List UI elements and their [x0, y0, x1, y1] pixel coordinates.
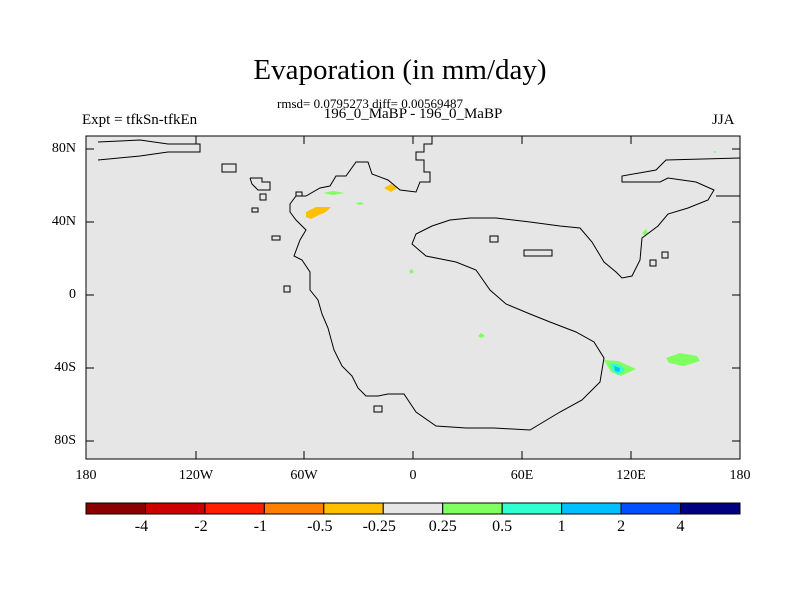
colorbar-box [144, 502, 206, 515]
island-11 [295, 191, 303, 197]
x-tick-label: 0 [409, 468, 417, 483]
y-tick-label: 40S [54, 360, 76, 375]
island-8 [649, 259, 657, 267]
island-2 [251, 207, 259, 213]
colorbar-box [204, 502, 265, 515]
anomaly-patch-north-europe [384, 184, 397, 192]
colorbar-label: -2 [194, 518, 208, 535]
x-tick-label: 60E [510, 468, 534, 483]
island-9 [661, 251, 669, 259]
x-tick-label: 180 [729, 468, 751, 483]
map-background [86, 136, 740, 459]
y-tick-label: 0 [69, 287, 76, 302]
island-7 [523, 249, 553, 257]
island-3 [259, 193, 267, 201]
colorbar-box [85, 502, 146, 515]
coastline-northwest [97, 139, 201, 161]
periods-line: 196_0_MaBP - 196_0_MaBP [323, 106, 503, 122]
experiment-label: Expt = tfkSn-tfkEn [82, 112, 198, 128]
island-5 [283, 285, 291, 293]
colorbar-box [561, 502, 622, 515]
anomaly-patch-green-3 [409, 269, 414, 274]
anomaly-patch-south-pacific [666, 353, 700, 366]
colorbar-box [442, 502, 503, 515]
x-tick-label: 120W [178, 468, 214, 483]
colorbar-box [501, 502, 563, 515]
anomaly-patch-green-4 [478, 333, 485, 338]
chart-title: Evaporation (in mm/day) [253, 54, 547, 86]
colorbar-box [263, 502, 325, 515]
x-tick-label: 180 [75, 468, 97, 483]
island-4 [271, 235, 281, 241]
colorbar-label: 1 [557, 518, 566, 535]
colorbar-box [323, 502, 384, 515]
colorbar-label: -1 [253, 518, 268, 535]
coastline-northwest-islands [249, 177, 271, 191]
colorbar-label: -0.25 [362, 518, 396, 535]
coastline-main-landmass [289, 136, 741, 431]
colorbar-label: -0.5 [307, 518, 333, 535]
x-tick-label: 60W [290, 468, 318, 483]
island-10 [373, 405, 383, 413]
season-label: JJA [712, 112, 735, 128]
anomaly-patch-green-1 [323, 191, 345, 195]
colorbar-box [620, 502, 682, 515]
y-tick-label: 80N [51, 141, 76, 156]
colorbar-label: -4 [134, 518, 149, 535]
anomaly-patch-arctic [713, 151, 716, 153]
colorbar-label: 0.25 [428, 518, 457, 535]
island-6 [489, 235, 499, 243]
colorbar-box [382, 502, 444, 515]
island-1 [221, 163, 237, 173]
colorbar-label: 0.5 [492, 518, 513, 535]
anomaly-patch-north-atlantic [306, 207, 331, 219]
colorbar-box [680, 502, 741, 515]
colorbar [85, 502, 741, 515]
anomaly-patch-green-2 [356, 202, 364, 205]
stats-line: rmsd= 0.0795273 diff= 0.00569487 [277, 96, 463, 111]
colorbar-label: 2 [617, 518, 626, 535]
x-tick-label: 120E [616, 468, 646, 483]
y-tick-label: 40N [51, 214, 76, 229]
axis-ticks [86, 136, 740, 459]
colorbar-label: 4 [676, 518, 685, 535]
anomaly-patch-indian-ocean-peak [614, 366, 620, 372]
y-tick-label: 80S [54, 433, 76, 448]
